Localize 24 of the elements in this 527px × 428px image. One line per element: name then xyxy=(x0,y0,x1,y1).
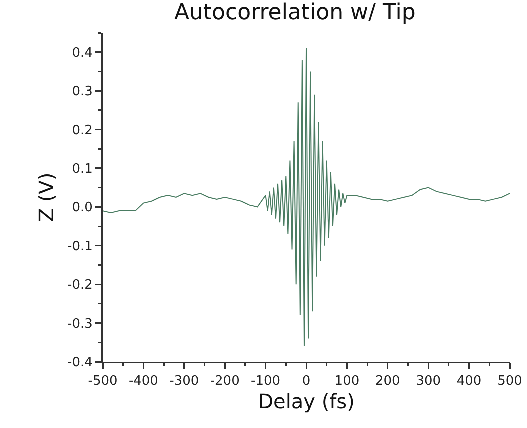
x-tick-label: 400 xyxy=(456,374,482,390)
y-tick-label: -0.2 xyxy=(68,278,93,294)
x-axis-title: Delay (fs) xyxy=(258,389,355,414)
y-tick-label: 0.4 xyxy=(72,46,93,61)
y-tick-label: 0.0 xyxy=(72,200,93,216)
y-tick-label: 0.2 xyxy=(72,123,93,138)
x-tick-label: 100 xyxy=(334,374,360,390)
x-tick-label: 500 xyxy=(498,374,522,390)
y-tick-label: -0.3 xyxy=(68,316,93,332)
x-tick-label: 200 xyxy=(375,374,400,390)
y-tick-label: -0.4 xyxy=(68,356,93,371)
x-tick-label: -100 xyxy=(251,374,281,390)
y-tick-label: 0.3 xyxy=(72,84,93,100)
x-tick-label: 0 xyxy=(302,374,311,390)
x-tick-label: -300 xyxy=(170,374,200,390)
x-tick-label: 300 xyxy=(416,374,442,390)
x-tick-label: -500 xyxy=(88,374,118,390)
chart-title: Autocorrelation w/ Tip xyxy=(174,0,416,26)
y-tick-label: -0.1 xyxy=(68,239,93,254)
y-axis-title: Z (V) xyxy=(34,172,58,222)
line-series xyxy=(103,48,510,348)
x-tick-label: -200 xyxy=(210,374,240,390)
y-tick-label: 0.1 xyxy=(72,162,93,178)
x-tick-label: -400 xyxy=(128,374,158,390)
